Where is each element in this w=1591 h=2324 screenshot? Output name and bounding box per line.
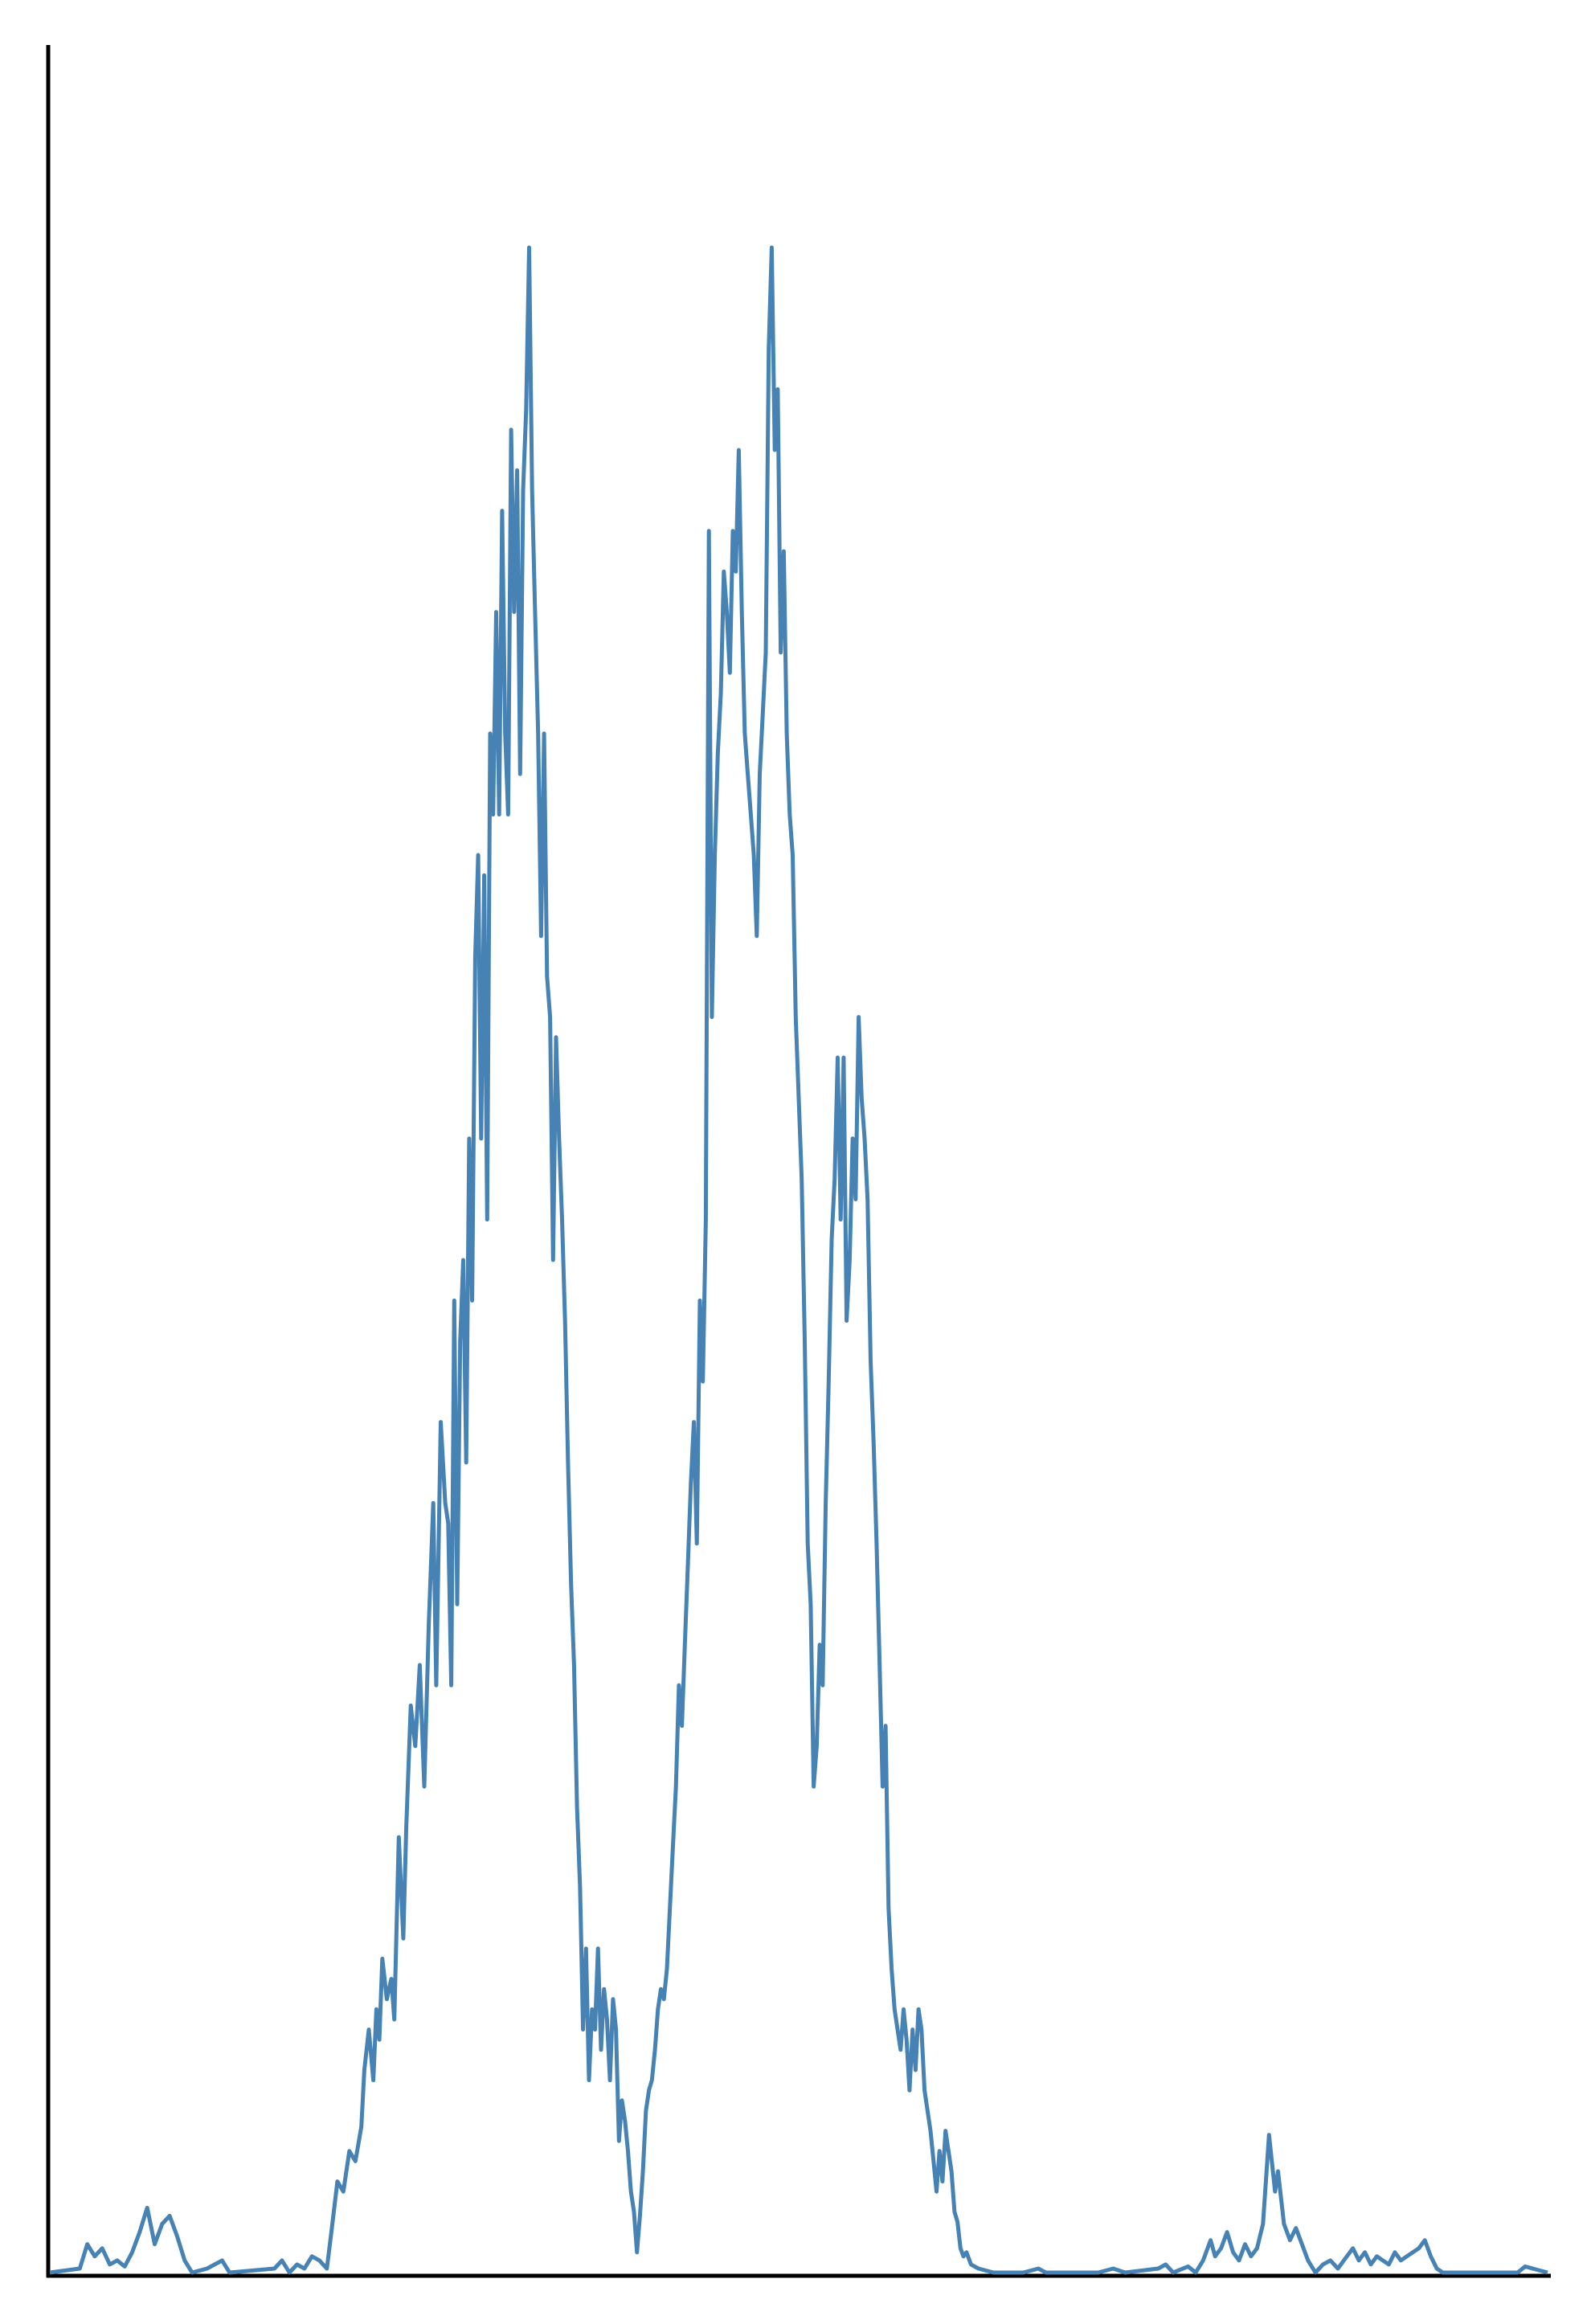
series-line-0	[49, 245, 1548, 2275]
series-layer	[49, 245, 1548, 2275]
